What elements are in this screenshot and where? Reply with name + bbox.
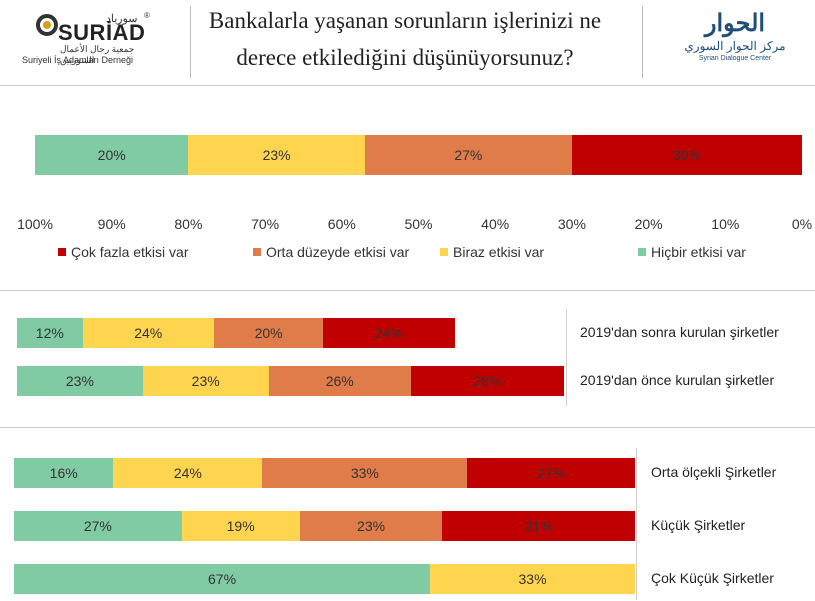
section-separator-1 bbox=[0, 290, 815, 291]
category-label: 2019'dan sonra kurulan şirketler bbox=[580, 324, 779, 340]
category-label: Küçük Şirketler bbox=[651, 517, 746, 533]
data-label: 19% bbox=[226, 518, 255, 534]
bar-segment: 27% bbox=[364, 135, 572, 175]
bar-segment: 24% bbox=[323, 318, 455, 348]
header-divider-right bbox=[642, 6, 643, 78]
suriad-emblem-icon bbox=[36, 14, 58, 36]
right-logo: الحوار مركز الحوار السوري Syrian Dialogu… bbox=[680, 10, 790, 76]
data-label: 24% bbox=[374, 325, 403, 341]
header-bottom-border bbox=[0, 85, 815, 86]
bar-segment: 24% bbox=[82, 318, 214, 348]
right-logo-arabic-top: الحوار bbox=[704, 10, 766, 37]
x-tick-label: 20% bbox=[634, 216, 663, 232]
data-label: 30% bbox=[672, 147, 701, 163]
section2-label-divider bbox=[566, 309, 567, 406]
legend-label: Çok fazla etkisi var bbox=[71, 244, 189, 260]
bar-segment: 20% bbox=[35, 135, 189, 175]
data-label: 26% bbox=[325, 373, 354, 389]
x-tick-label: 80% bbox=[174, 216, 203, 232]
data-label: 24% bbox=[134, 325, 163, 341]
x-tick-label: 100% bbox=[17, 216, 53, 232]
right-logo-arabic-sub: مركز الحوار السوري bbox=[684, 39, 786, 53]
x-tick-label: 30% bbox=[557, 216, 586, 232]
legend-label: Orta düzeyde etkisi var bbox=[266, 244, 410, 260]
data-label: 12% bbox=[35, 325, 64, 341]
bar-segment: 23% bbox=[17, 366, 143, 396]
right-logo-english-sub: Syrian Dialogue Center bbox=[698, 55, 772, 62]
legend-swatch bbox=[440, 248, 448, 256]
bar-segment: 30% bbox=[571, 135, 802, 175]
bar-segment: 19% bbox=[181, 511, 300, 541]
bar-segment: 24% bbox=[113, 458, 263, 488]
legend-label: Hiçbir etkisi var bbox=[651, 244, 746, 260]
x-tick-label: 90% bbox=[97, 216, 126, 232]
legend-item: Çok fazla etkisi var bbox=[58, 244, 188, 260]
category-label: 2019'dan önce kurulan şirketler bbox=[580, 372, 775, 388]
bar-segment: 23% bbox=[188, 135, 365, 175]
data-label: 28% bbox=[473, 373, 502, 389]
left-logo-arabic-sub: جمعية رجال الأعمال السوريين bbox=[60, 44, 135, 65]
x-tick-label: 50% bbox=[404, 216, 433, 232]
legend-item: Biraz etkisi var bbox=[440, 244, 544, 260]
data-label: 27% bbox=[454, 147, 483, 163]
legend-swatch bbox=[638, 248, 646, 256]
data-label: 23% bbox=[357, 518, 386, 534]
x-tick-label: 60% bbox=[327, 216, 356, 232]
header-divider-left bbox=[190, 6, 191, 78]
data-label: 23% bbox=[191, 373, 220, 389]
bar-segment: 67% bbox=[14, 564, 431, 594]
category-label: Orta ölçekli Şirketler bbox=[651, 464, 777, 480]
x-tick-label: 10% bbox=[711, 216, 740, 232]
data-label: 23% bbox=[65, 373, 94, 389]
data-label: 20% bbox=[97, 147, 126, 163]
x-tick-label: 0% bbox=[791, 216, 813, 232]
bar-segment: 12% bbox=[17, 318, 83, 348]
legend-swatch bbox=[253, 248, 261, 256]
data-label: 31% bbox=[524, 518, 553, 534]
legend-item: Hiçbir etkisi var bbox=[638, 244, 746, 260]
title-line-1: Bankalarla yaşanan sorunların işlerinizi… bbox=[208, 8, 602, 33]
x-tick-label: 40% bbox=[481, 216, 510, 232]
data-label: 33% bbox=[518, 571, 547, 587]
data-label: 27% bbox=[83, 518, 112, 534]
bar-segment: 33% bbox=[262, 458, 468, 488]
data-label: 23% bbox=[262, 147, 291, 163]
left-logo-turkish-sub: Suriyeli İş Adamları Derneği bbox=[22, 55, 134, 65]
legend-swatch bbox=[58, 248, 66, 256]
legend-item: Orta düzeyde etkisi var bbox=[253, 244, 409, 260]
data-label: 20% bbox=[254, 325, 283, 341]
section-separator-2 bbox=[0, 427, 815, 428]
bar-segment: 26% bbox=[268, 366, 411, 396]
bar-segment: 28% bbox=[410, 366, 564, 396]
bar-segment: 27% bbox=[14, 511, 182, 541]
bar-segment: 20% bbox=[213, 318, 324, 348]
x-tick-label: 70% bbox=[251, 216, 280, 232]
data-label: 27% bbox=[537, 465, 566, 481]
bar-segment: 23% bbox=[299, 511, 443, 541]
section3-label-divider bbox=[636, 448, 637, 600]
chart-title: Bankalarla yaşanan sorunların işlerinizi… bbox=[195, 2, 615, 76]
title-line-2: derece etkilediğini düşünüyorsunuz? bbox=[236, 45, 574, 70]
bar-segment: 31% bbox=[442, 511, 635, 541]
bar-segment: 27% bbox=[467, 458, 635, 488]
left-logo-brand: SURİAD bbox=[58, 20, 146, 45]
data-label: 67% bbox=[208, 571, 237, 587]
bar-segment: 23% bbox=[142, 366, 269, 396]
bar-segment: 33% bbox=[430, 564, 635, 594]
category-label: Çok Küçük Şirketler bbox=[651, 570, 774, 586]
left-logo: سورياد ® SURİAD جمعية رجال الأعمال السور… bbox=[20, 8, 170, 70]
legend-label: Biraz etkisi var bbox=[453, 244, 545, 260]
data-label: 24% bbox=[173, 465, 202, 481]
bar-segment: 16% bbox=[14, 458, 114, 488]
data-label: 16% bbox=[49, 465, 78, 481]
data-label: 33% bbox=[350, 465, 379, 481]
registered-mark: ® bbox=[144, 11, 150, 20]
left-logo-arabic-top: سورياد bbox=[106, 13, 138, 25]
